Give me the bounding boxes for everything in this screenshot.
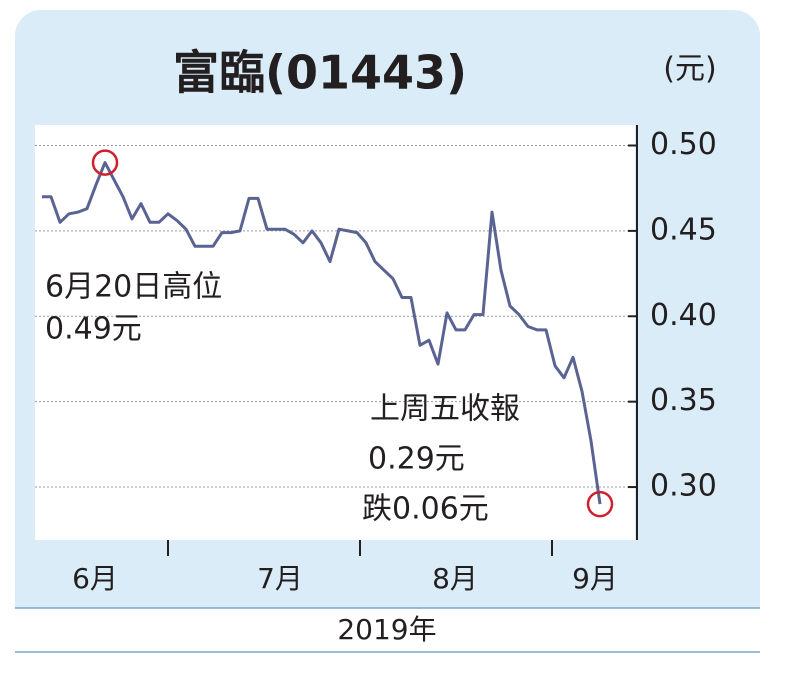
y-tick-label: 0.40 [650, 298, 717, 333]
year-band [15, 608, 760, 652]
annotation: 0.49元 [45, 312, 142, 347]
plot-area [35, 125, 635, 540]
y-tick-label: 0.45 [650, 212, 717, 247]
annotation: 6月20日高位 [45, 270, 222, 305]
x-tick-label: 6月 [72, 562, 118, 595]
x-tick-label: 8月 [432, 562, 478, 595]
x-axis-label: 2019年 [337, 613, 436, 646]
chart-title: 富臨(01443) [173, 46, 467, 100]
highlight-marker [91, 149, 119, 176]
y-tick-label: 0.30 [650, 469, 717, 504]
y-tick-label: 0.35 [650, 383, 717, 418]
annotation: 上周五收報 [370, 392, 520, 427]
x-tick-label: 7月 [257, 562, 303, 595]
price-line [42, 161, 602, 505]
x-tick-label: 9月 [572, 562, 618, 595]
annotation: 跌0.06元 [362, 492, 489, 527]
highlight-marker [586, 490, 614, 518]
unit-label: (元) [663, 52, 716, 87]
annotation: 0.29元 [368, 442, 465, 477]
y-tick-label: 0.50 [650, 127, 717, 162]
